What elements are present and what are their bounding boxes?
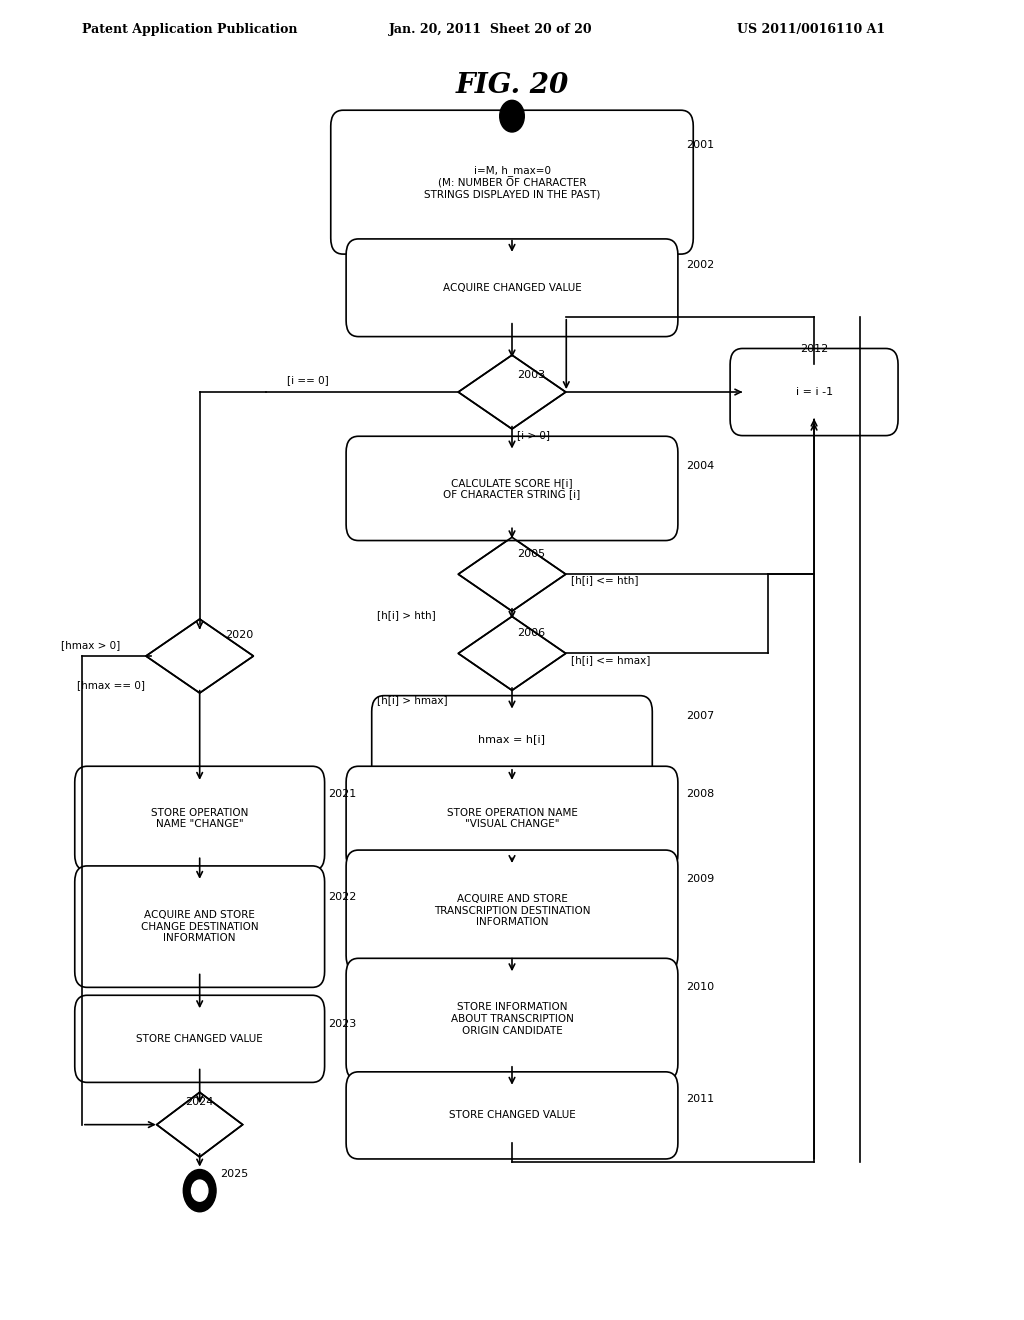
Circle shape [500, 100, 524, 132]
Polygon shape [157, 1093, 243, 1156]
Polygon shape [146, 619, 254, 693]
Circle shape [183, 1170, 216, 1212]
Text: i=M, h_max=0
(M: NUMBER OF CHARACTER
STRINGS DISPLAYED IN THE PAST): i=M, h_max=0 (M: NUMBER OF CHARACTER STR… [424, 165, 600, 199]
Text: 2010: 2010 [686, 982, 714, 993]
Text: 2006: 2006 [517, 628, 545, 639]
FancyBboxPatch shape [346, 850, 678, 972]
Text: 2012: 2012 [800, 345, 828, 355]
FancyBboxPatch shape [75, 995, 325, 1082]
Text: STORE OPERATION
NAME "CHANGE": STORE OPERATION NAME "CHANGE" [151, 808, 249, 829]
Text: STORE CHANGED VALUE: STORE CHANGED VALUE [136, 1034, 263, 1044]
Text: STORE INFORMATION
ABOUT TRANSCRIPTION
ORIGIN CANDIDATE: STORE INFORMATION ABOUT TRANSCRIPTION OR… [451, 1002, 573, 1036]
FancyBboxPatch shape [346, 436, 678, 541]
Text: STORE OPERATION NAME
"VISUAL CHANGE": STORE OPERATION NAME "VISUAL CHANGE" [446, 808, 578, 829]
Text: 2009: 2009 [686, 874, 715, 884]
Text: 2002: 2002 [686, 260, 715, 271]
FancyBboxPatch shape [372, 696, 652, 783]
Polygon shape [459, 537, 565, 611]
Text: [hmax > 0]: [hmax > 0] [61, 640, 121, 651]
Polygon shape [459, 616, 565, 690]
FancyBboxPatch shape [75, 766, 325, 871]
Text: [h[i] > hth]: [h[i] > hth] [377, 610, 435, 620]
Text: ACQUIRE AND STORE
CHANGE DESTINATION
INFORMATION: ACQUIRE AND STORE CHANGE DESTINATION INF… [141, 909, 258, 944]
Text: ACQUIRE AND STORE
TRANSCRIPTION DESTINATION
INFORMATION: ACQUIRE AND STORE TRANSCRIPTION DESTINAT… [434, 894, 590, 928]
FancyBboxPatch shape [75, 866, 325, 987]
Text: 2023: 2023 [328, 1019, 356, 1030]
Text: STORE CHANGED VALUE: STORE CHANGED VALUE [449, 1110, 575, 1121]
Text: [i > 0]: [i > 0] [517, 430, 550, 441]
Text: hmax = h[i]: hmax = h[i] [478, 734, 546, 744]
FancyBboxPatch shape [346, 766, 678, 871]
Text: i = i -1: i = i -1 [796, 387, 833, 397]
FancyBboxPatch shape [346, 958, 678, 1080]
Text: Jan. 20, 2011  Sheet 20 of 20: Jan. 20, 2011 Sheet 20 of 20 [389, 22, 593, 36]
Text: [i == 0]: [i == 0] [287, 375, 329, 385]
FancyBboxPatch shape [331, 111, 693, 253]
Text: [h[i] <= hmax]: [h[i] <= hmax] [571, 655, 651, 665]
FancyBboxPatch shape [730, 348, 898, 436]
Text: 2024: 2024 [185, 1097, 214, 1107]
Text: 2021: 2021 [328, 789, 356, 800]
Text: 2007: 2007 [686, 711, 715, 722]
FancyBboxPatch shape [346, 1072, 678, 1159]
Text: 2022: 2022 [328, 892, 356, 903]
Text: [h[i] > hmax]: [h[i] > hmax] [377, 696, 447, 706]
Text: US 2011/0016110 A1: US 2011/0016110 A1 [737, 22, 886, 36]
Text: [hmax == 0]: [hmax == 0] [77, 680, 144, 690]
Text: 2003: 2003 [517, 370, 545, 380]
Circle shape [191, 1180, 208, 1201]
Text: 2008: 2008 [686, 789, 715, 800]
Text: ACQUIRE CHANGED VALUE: ACQUIRE CHANGED VALUE [442, 282, 582, 293]
Polygon shape [459, 355, 565, 429]
Text: 2005: 2005 [517, 549, 545, 560]
Text: FIG. 20: FIG. 20 [456, 73, 568, 99]
Text: [h[i] <= hth]: [h[i] <= hth] [571, 576, 639, 586]
Text: 2011: 2011 [686, 1094, 714, 1105]
FancyBboxPatch shape [346, 239, 678, 337]
Text: 2001: 2001 [686, 140, 714, 150]
Text: 2020: 2020 [225, 630, 254, 640]
Text: 2025: 2025 [220, 1170, 249, 1180]
Text: Patent Application Publication: Patent Application Publication [82, 22, 297, 36]
Text: 2004: 2004 [686, 461, 715, 471]
Text: CALCULATE SCORE H[i]
OF CHARACTER STRING [i]: CALCULATE SCORE H[i] OF CHARACTER STRING… [443, 478, 581, 499]
